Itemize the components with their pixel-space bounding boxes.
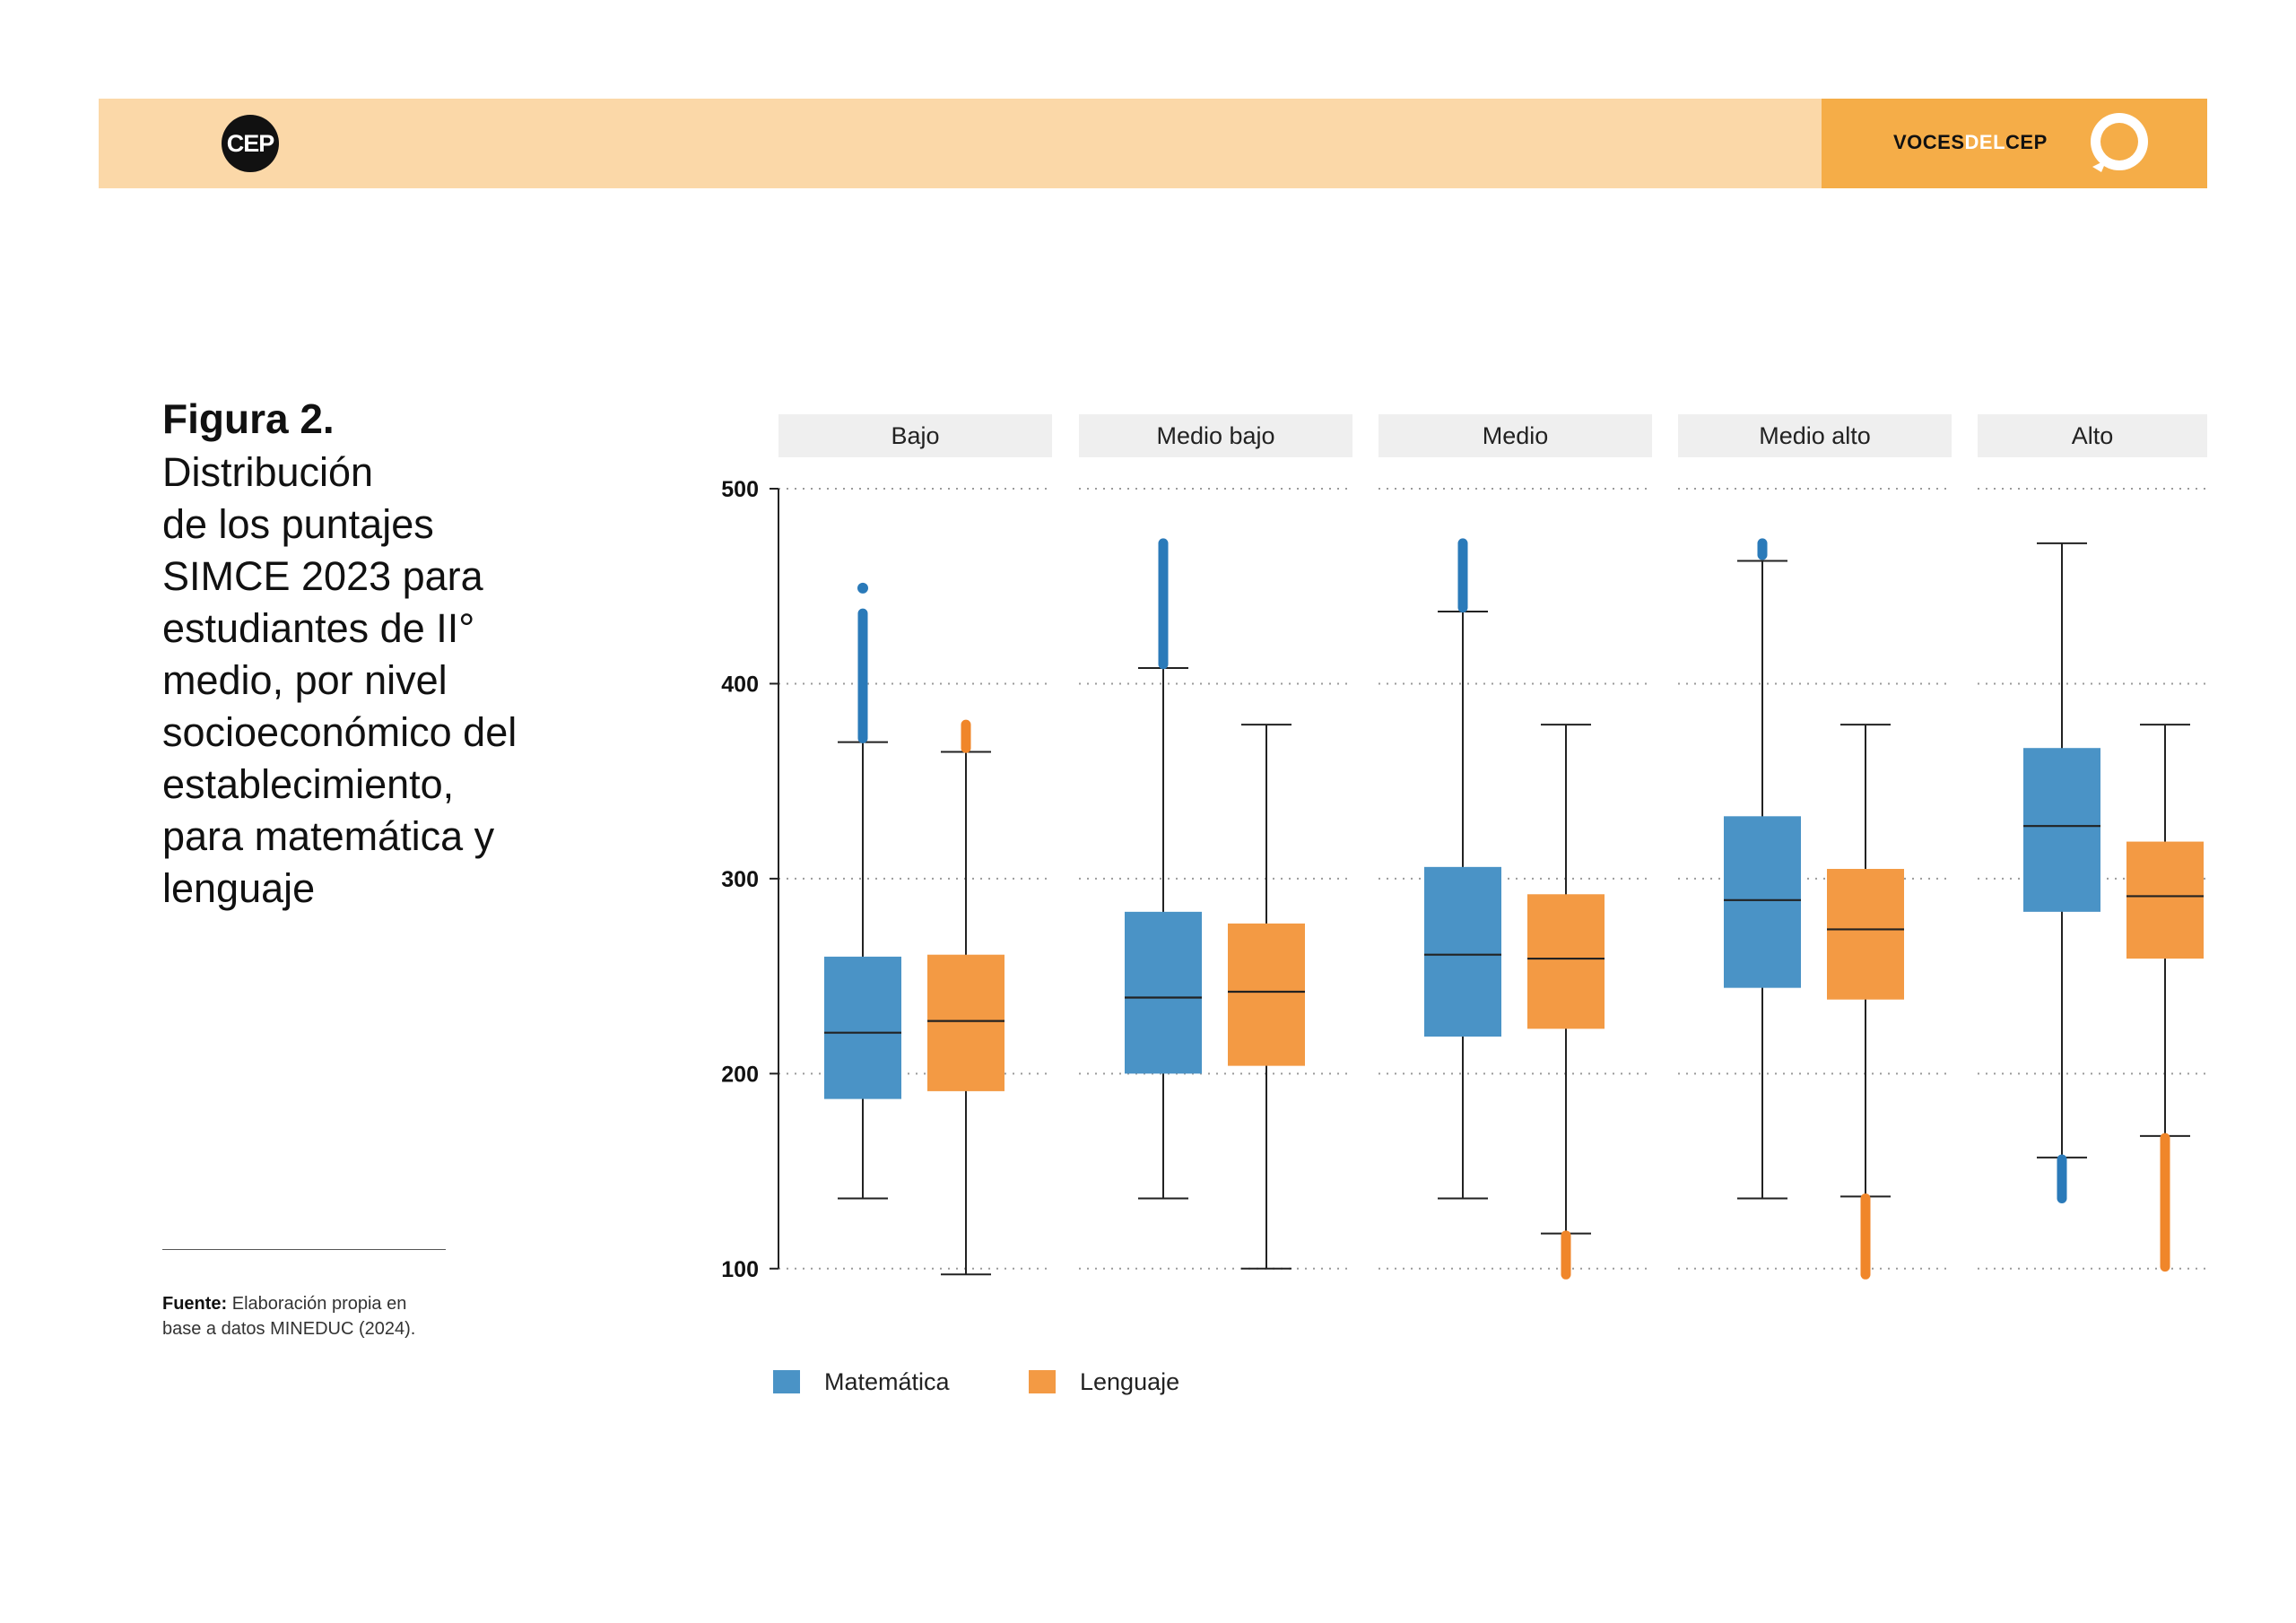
y-tick-label: 500 — [721, 477, 759, 502]
legend-swatch-0 — [773, 1370, 800, 1393]
panel-strip-0 — [778, 414, 1052, 457]
panel-label: Bajo — [891, 422, 939, 449]
voces-del-cep-box[interactable]: VOCESDELCEP — [1822, 99, 2207, 188]
brand-part-del: DEL — [1964, 131, 2006, 153]
box-Lenguaje-Medio bajo — [1228, 724, 1305, 1270]
source-divider — [162, 1249, 446, 1250]
figure-label: Figura 2. — [162, 395, 335, 442]
box-iqr — [824, 956, 901, 1099]
source-label: Fuente: — [162, 1294, 228, 1314]
box-iqr — [1827, 869, 1904, 1000]
brand-part-cep: CEP — [2005, 131, 2048, 153]
box-Lenguaje-Medio alto — [1827, 724, 1904, 1280]
y-tick-label: 100 — [721, 1257, 759, 1282]
panel-label: Alto — [2072, 422, 2114, 449]
box-Lenguaje-Medio — [1527, 724, 1605, 1280]
source-note: Fuente: Elaboración propia en base a dat… — [162, 1291, 449, 1341]
legend: Matemática Lenguaje — [773, 1368, 1179, 1395]
panel-label: Medio — [1483, 422, 1549, 449]
box-iqr — [2023, 748, 2100, 912]
speech-bubble-icon — [2091, 113, 2148, 172]
box-iqr — [1125, 911, 1202, 1074]
box-iqr — [1724, 816, 1801, 988]
legend-swatch-1 — [1029, 1370, 1056, 1393]
box-iqr — [1228, 923, 1305, 1066]
y-axis: 100 200 300 400 500 — [721, 477, 779, 1282]
panel-strip-4 — [1978, 414, 2207, 457]
y-tick-label: 300 — [721, 867, 759, 892]
legend-label-0: Matemática — [824, 1368, 951, 1395]
panel-strip-3 — [1678, 414, 1952, 457]
box-Matemática-Bajo — [824, 582, 901, 1200]
legend-label-1: Lenguaje — [1080, 1368, 1179, 1395]
box-iqr — [927, 954, 1004, 1091]
outlier-point — [857, 582, 868, 594]
box-Matemática-Medio bajo — [1125, 538, 1202, 1200]
cep-logo[interactable]: CEP — [222, 115, 279, 172]
box-Matemática-Alto — [2023, 542, 2100, 1203]
box-Lenguaje-Bajo — [927, 719, 1004, 1276]
y-tick-label: 200 — [721, 1062, 759, 1087]
box-iqr — [2126, 841, 2204, 959]
box-iqr — [1527, 894, 1605, 1029]
source-text: Elaboración propia en base a datos MINED… — [162, 1294, 416, 1339]
panel-strip-1 — [1079, 414, 1352, 457]
box-Matemática-Medio — [1424, 538, 1501, 1200]
figure-title: Distribución de los puntajes SIMCE 2023 … — [162, 449, 517, 911]
header-band: CEP VOCESDELCEP — [99, 99, 2207, 188]
box-Matemática-Medio alto — [1724, 538, 1801, 1200]
box-Lenguaje-Alto — [2126, 724, 2204, 1272]
panel-label: Medio alto — [1759, 422, 1871, 449]
box-iqr — [1424, 866, 1501, 1037]
panel-label: Medio bajo — [1156, 422, 1274, 449]
brand-part-voces: VOCES — [1893, 131, 1965, 153]
box-layer — [824, 538, 2204, 1280]
y-tick-label: 400 — [721, 672, 759, 697]
voces-del-cep-wordmark: VOCESDELCEP — [1893, 131, 2048, 154]
panel-strips: Bajo Medio bajo Medio Medio alto Alto — [778, 414, 2207, 457]
panel-strip-2 — [1378, 414, 1652, 457]
